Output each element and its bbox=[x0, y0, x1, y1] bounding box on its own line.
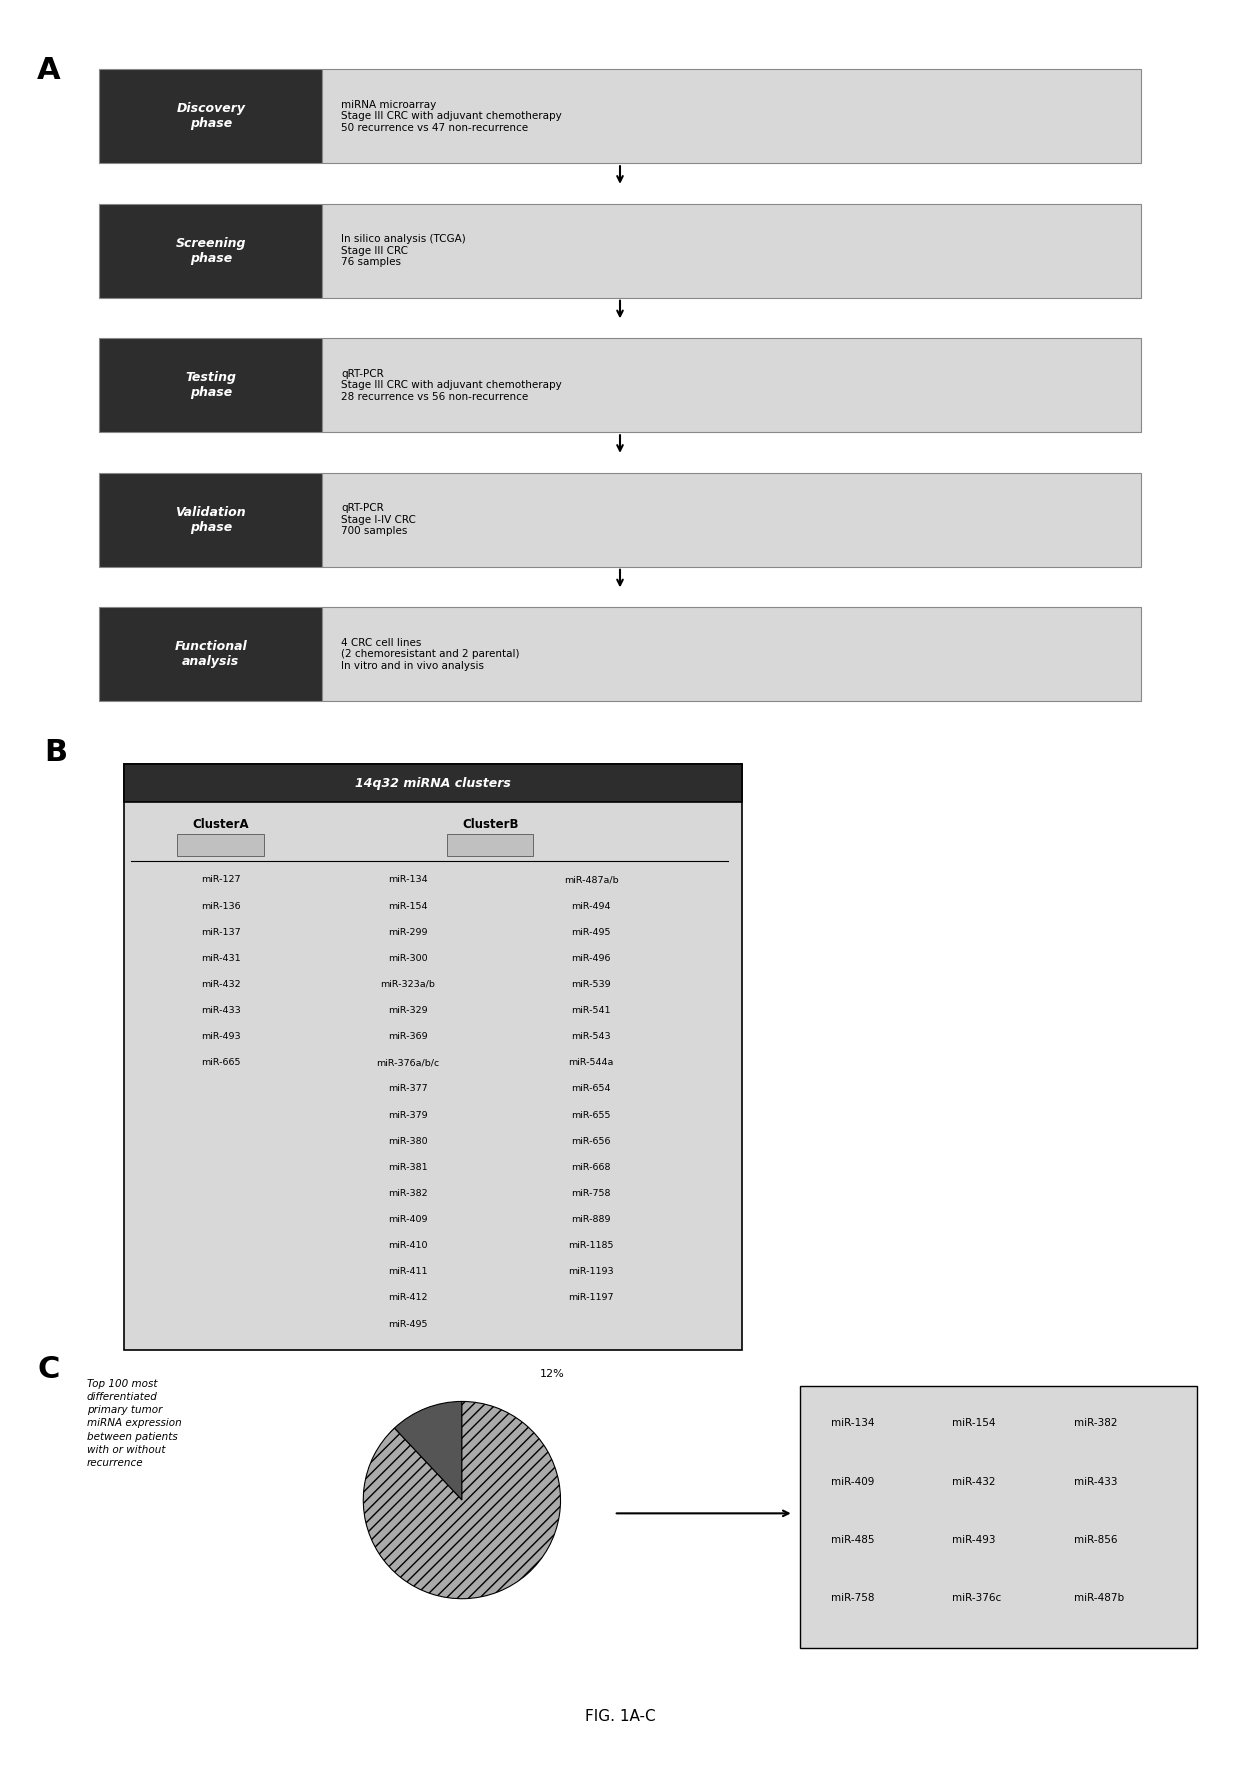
FancyBboxPatch shape bbox=[99, 338, 322, 432]
Text: miR-380: miR-380 bbox=[388, 1136, 428, 1145]
Text: miR-493: miR-493 bbox=[952, 1535, 996, 1545]
FancyBboxPatch shape bbox=[322, 338, 1141, 432]
Text: miR-137: miR-137 bbox=[201, 927, 241, 936]
Text: miR-377: miR-377 bbox=[388, 1085, 428, 1094]
Text: In silico analysis (TCGA)
Stage III CRC
76 samples: In silico analysis (TCGA) Stage III CRC … bbox=[341, 234, 466, 267]
Text: 4 CRC cell lines
(2 chemoresistant and 2 parental)
In vitro and in vivo analysis: 4 CRC cell lines (2 chemoresistant and 2… bbox=[341, 637, 520, 671]
Text: miR-382: miR-382 bbox=[1074, 1418, 1117, 1428]
Text: miR-432: miR-432 bbox=[952, 1476, 996, 1487]
Text: miR-300: miR-300 bbox=[388, 954, 428, 963]
Text: miR-856: miR-856 bbox=[1074, 1535, 1117, 1545]
Text: miR-410: miR-410 bbox=[388, 1241, 428, 1250]
Text: miR-493: miR-493 bbox=[201, 1032, 241, 1041]
Text: miR-381: miR-381 bbox=[388, 1163, 428, 1172]
Text: miR-329: miR-329 bbox=[388, 1005, 428, 1014]
Text: miR-668: miR-668 bbox=[572, 1163, 611, 1172]
Text: miR-1185: miR-1185 bbox=[568, 1241, 614, 1250]
Text: miR-656: miR-656 bbox=[572, 1136, 611, 1145]
Text: 12%: 12% bbox=[539, 1368, 564, 1379]
Text: miR-379: miR-379 bbox=[388, 1110, 428, 1120]
Text: miR-889: miR-889 bbox=[572, 1214, 611, 1225]
Text: miR-369: miR-369 bbox=[388, 1032, 428, 1041]
Text: miR-758: miR-758 bbox=[572, 1189, 611, 1198]
Text: Testing
phase: Testing phase bbox=[185, 372, 237, 400]
FancyBboxPatch shape bbox=[322, 607, 1141, 701]
FancyBboxPatch shape bbox=[124, 765, 742, 1351]
Text: miR-665: miR-665 bbox=[201, 1058, 241, 1067]
Text: Discovery
phase: Discovery phase bbox=[176, 103, 246, 131]
FancyBboxPatch shape bbox=[800, 1386, 1197, 1648]
Text: miR-154: miR-154 bbox=[952, 1418, 996, 1428]
Text: miR-1193: miR-1193 bbox=[568, 1267, 614, 1276]
Text: miR-487a/b: miR-487a/b bbox=[564, 876, 619, 885]
Text: miR-543: miR-543 bbox=[572, 1032, 611, 1041]
FancyBboxPatch shape bbox=[99, 204, 322, 297]
Text: miR-655: miR-655 bbox=[572, 1110, 611, 1120]
Text: miR-382: miR-382 bbox=[388, 1189, 428, 1198]
Text: Top 100 most
differentiated
primary tumor
miRNA expression
between patients
with: Top 100 most differentiated primary tumo… bbox=[87, 1379, 181, 1467]
Text: 14q32 miRNA clusters: 14q32 miRNA clusters bbox=[355, 777, 511, 789]
Text: miR-376a/b/c: miR-376a/b/c bbox=[376, 1058, 439, 1067]
Text: miR-758: miR-758 bbox=[831, 1593, 874, 1604]
Text: Functional
analysis: Functional analysis bbox=[175, 641, 247, 669]
Text: miR-495: miR-495 bbox=[388, 1319, 428, 1329]
Text: miR-431: miR-431 bbox=[201, 954, 241, 963]
Text: miR-127: miR-127 bbox=[201, 876, 241, 885]
Text: miR-412: miR-412 bbox=[388, 1294, 428, 1303]
Text: miR-495: miR-495 bbox=[572, 927, 611, 936]
Text: miR-539: miR-539 bbox=[572, 981, 611, 989]
Text: FIG. 1A-C: FIG. 1A-C bbox=[585, 1710, 655, 1724]
Wedge shape bbox=[394, 1402, 463, 1501]
FancyBboxPatch shape bbox=[322, 473, 1141, 566]
Text: B: B bbox=[45, 738, 67, 768]
FancyBboxPatch shape bbox=[99, 69, 322, 163]
Text: miR-409: miR-409 bbox=[831, 1476, 874, 1487]
FancyBboxPatch shape bbox=[99, 473, 322, 566]
Text: miR-376c: miR-376c bbox=[952, 1593, 1002, 1604]
Text: miR-432: miR-432 bbox=[201, 981, 241, 989]
Text: miR-323a/b: miR-323a/b bbox=[381, 981, 435, 989]
FancyBboxPatch shape bbox=[99, 607, 322, 701]
FancyBboxPatch shape bbox=[448, 834, 533, 857]
Text: qRT-PCR
Stage I-IV CRC
700 samples: qRT-PCR Stage I-IV CRC 700 samples bbox=[341, 503, 415, 536]
Text: miR-136: miR-136 bbox=[201, 901, 241, 910]
Text: miR-134: miR-134 bbox=[831, 1418, 874, 1428]
Text: miR-409: miR-409 bbox=[388, 1214, 428, 1225]
Text: miR-544a: miR-544a bbox=[568, 1058, 614, 1067]
Text: miR-654: miR-654 bbox=[572, 1085, 611, 1094]
Text: miR-134: miR-134 bbox=[388, 876, 428, 885]
Text: miR-154: miR-154 bbox=[388, 901, 428, 910]
Text: miR-541: miR-541 bbox=[572, 1005, 611, 1014]
FancyBboxPatch shape bbox=[177, 834, 264, 857]
Text: miR-494: miR-494 bbox=[572, 901, 611, 910]
Text: qRT-PCR
Stage III CRC with adjuvant chemotherapy
28 recurrence vs 56 non-recurre: qRT-PCR Stage III CRC with adjuvant chem… bbox=[341, 368, 562, 402]
Text: miR-299: miR-299 bbox=[388, 927, 428, 936]
Text: ClusterA: ClusterA bbox=[192, 818, 249, 830]
Text: miR-496: miR-496 bbox=[572, 954, 611, 963]
FancyBboxPatch shape bbox=[124, 765, 742, 802]
Wedge shape bbox=[363, 1402, 560, 1598]
Text: Screening
phase: Screening phase bbox=[176, 237, 246, 266]
Text: miR-487b: miR-487b bbox=[1074, 1593, 1123, 1604]
Text: A: A bbox=[37, 55, 61, 85]
FancyBboxPatch shape bbox=[322, 204, 1141, 297]
FancyBboxPatch shape bbox=[322, 69, 1141, 163]
Text: miR-1197: miR-1197 bbox=[568, 1294, 614, 1303]
Text: miR-433: miR-433 bbox=[201, 1005, 241, 1014]
Text: miR-411: miR-411 bbox=[388, 1267, 428, 1276]
Text: C: C bbox=[37, 1356, 60, 1384]
Text: ClusterB: ClusterB bbox=[463, 818, 518, 830]
Text: Validation
phase: Validation phase bbox=[176, 506, 246, 535]
Text: miR-485: miR-485 bbox=[831, 1535, 874, 1545]
Text: miRNA microarray
Stage III CRC with adjuvant chemotherapy
50 recurrence vs 47 no: miRNA microarray Stage III CRC with adju… bbox=[341, 99, 562, 133]
Text: miR-433: miR-433 bbox=[1074, 1476, 1117, 1487]
